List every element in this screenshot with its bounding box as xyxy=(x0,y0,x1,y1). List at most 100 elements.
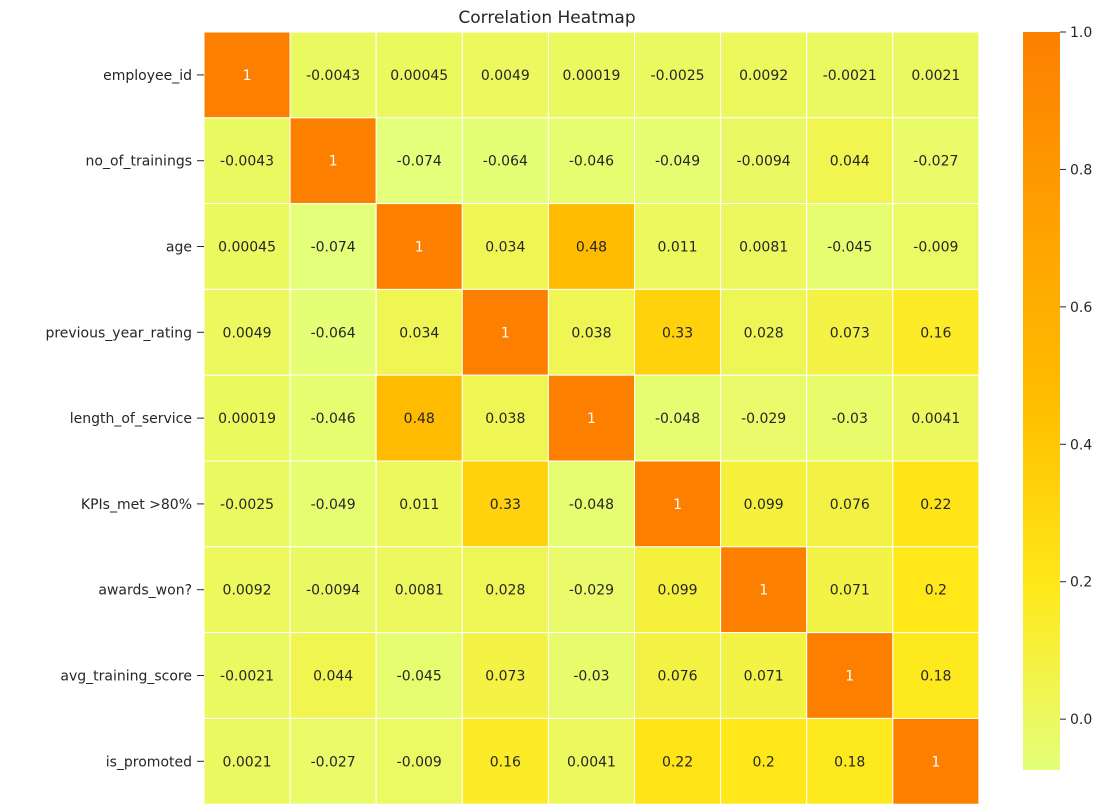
heatmap-cell xyxy=(203,31,291,119)
colorbar-tick-label: 0.6 xyxy=(1070,300,1092,316)
cell-annotation: 1 xyxy=(931,754,940,770)
cell-annotation: -0.027 xyxy=(311,754,356,770)
heatmap-cell xyxy=(461,203,549,290)
cell-annotation: 1 xyxy=(329,154,338,170)
heatmap-cell xyxy=(806,288,894,376)
cell-annotation: 0.034 xyxy=(399,325,439,341)
heatmap-cell xyxy=(203,117,291,205)
cell-annotation: 0.071 xyxy=(744,669,784,685)
cell-annotation: 0.0049 xyxy=(223,325,272,341)
heatmap-cell xyxy=(375,632,463,719)
cell-annotation: -0.03 xyxy=(573,669,609,685)
row-label: employee_id xyxy=(103,68,192,84)
cell-annotation: 0.073 xyxy=(485,669,525,685)
colorbar xyxy=(1023,32,1060,770)
heatmap-cell xyxy=(547,460,636,548)
heatmap-cell xyxy=(547,632,636,719)
cell-annotation: -0.0043 xyxy=(220,154,274,170)
cell-annotation: 0.22 xyxy=(920,497,951,513)
cell-annotation: 0.33 xyxy=(662,325,693,341)
heatmap-cell xyxy=(720,632,808,719)
heatmap-cell xyxy=(547,117,636,205)
heatmap-cell xyxy=(375,203,463,290)
row-label: no_of_trainings xyxy=(86,154,192,170)
cell-annotation: -0.048 xyxy=(655,411,700,427)
cell-annotation: 0.011 xyxy=(399,497,439,513)
cell-annotation: -0.029 xyxy=(741,411,786,427)
cell-annotation: 0.0092 xyxy=(739,68,788,84)
heatmap-cell xyxy=(289,31,377,119)
cell-annotation: 0.00019 xyxy=(562,68,620,84)
row-label: awards_won? xyxy=(98,583,192,599)
heatmap-cell xyxy=(461,374,549,462)
chart-title: Correlation Heatmap xyxy=(458,8,635,28)
heatmap-cell xyxy=(289,288,377,376)
cell-annotation: -0.027 xyxy=(913,154,958,170)
heatmap-cell xyxy=(547,31,636,119)
cell-annotation: 0.038 xyxy=(571,325,611,341)
cell-annotation: 0.0092 xyxy=(223,583,272,599)
heatmap-cell xyxy=(203,374,291,462)
cell-annotation: -0.0021 xyxy=(220,669,274,685)
cell-annotation: -0.049 xyxy=(655,154,700,170)
row-label: length_of_service xyxy=(70,411,192,427)
row-label: avg_training_score xyxy=(60,669,192,685)
cell-annotation: 0.044 xyxy=(313,669,353,685)
cell-annotation: 0.028 xyxy=(744,325,784,341)
heatmap-cell xyxy=(892,632,980,719)
cell-annotation: 0.16 xyxy=(920,325,951,341)
heatmap-cell xyxy=(203,546,291,634)
cell-annotation: 1 xyxy=(243,68,252,84)
cell-annotation: -0.029 xyxy=(569,583,614,599)
cell-annotation: -0.0021 xyxy=(823,68,877,84)
cell-annotation: -0.045 xyxy=(827,240,872,256)
cell-annotation: -0.0025 xyxy=(651,68,705,84)
cell-annotation: 0.0081 xyxy=(739,240,788,256)
heatmap-cell xyxy=(634,117,722,205)
heatmap-cell xyxy=(892,460,980,548)
cell-annotation: 0.33 xyxy=(490,497,521,513)
cell-annotation: 0.2 xyxy=(753,754,775,770)
heatmap-cell xyxy=(720,717,808,805)
cell-annotation: -0.045 xyxy=(397,669,442,685)
cell-annotation: 0.028 xyxy=(485,583,525,599)
cell-annotation: -0.0043 xyxy=(306,68,360,84)
cell-annotation: 0.044 xyxy=(830,154,870,170)
row-label: KPIs_met >80% xyxy=(81,497,192,513)
cell-annotation: 0.00045 xyxy=(390,68,448,84)
heatmap-cell xyxy=(720,374,808,462)
cell-annotation: -0.0025 xyxy=(220,497,274,513)
cell-annotation: 1 xyxy=(845,669,854,685)
cell-annotation: 0.22 xyxy=(662,754,693,770)
cell-annotation: -0.009 xyxy=(913,240,958,256)
heatmap-cell xyxy=(806,460,894,548)
heatmap-cell xyxy=(375,374,463,462)
cell-annotation: 0.076 xyxy=(830,497,870,513)
heatmap-cell xyxy=(289,546,377,634)
heatmap-cell xyxy=(461,31,549,119)
heatmap-cell xyxy=(634,374,722,462)
row-label: previous_year_rating xyxy=(45,325,192,341)
heatmap-cell xyxy=(806,31,894,119)
heatmap-cell xyxy=(375,717,463,805)
cell-annotation: -0.049 xyxy=(311,497,356,513)
heatmap-cell xyxy=(461,632,549,719)
cell-annotation: 0.18 xyxy=(834,754,865,770)
heatmap-cell xyxy=(289,717,377,805)
row-label: is_promoted xyxy=(106,754,192,770)
heatmap-cell xyxy=(892,374,980,462)
cell-annotation: 0.073 xyxy=(830,325,870,341)
cell-annotation: 0.0081 xyxy=(395,583,444,599)
heatmap-cell xyxy=(806,117,894,205)
heatmap-cell xyxy=(892,717,980,805)
cell-annotation: 0.011 xyxy=(658,240,698,256)
heatmap-cell xyxy=(289,460,377,548)
cell-annotation: 0.034 xyxy=(485,240,525,256)
heatmap-cell xyxy=(547,546,636,634)
cell-annotation: 0.099 xyxy=(658,583,698,599)
cell-annotation: -0.064 xyxy=(311,325,356,341)
heatmap-cell xyxy=(634,31,722,119)
heatmap-cell xyxy=(461,117,549,205)
heatmap-cell xyxy=(892,288,980,376)
